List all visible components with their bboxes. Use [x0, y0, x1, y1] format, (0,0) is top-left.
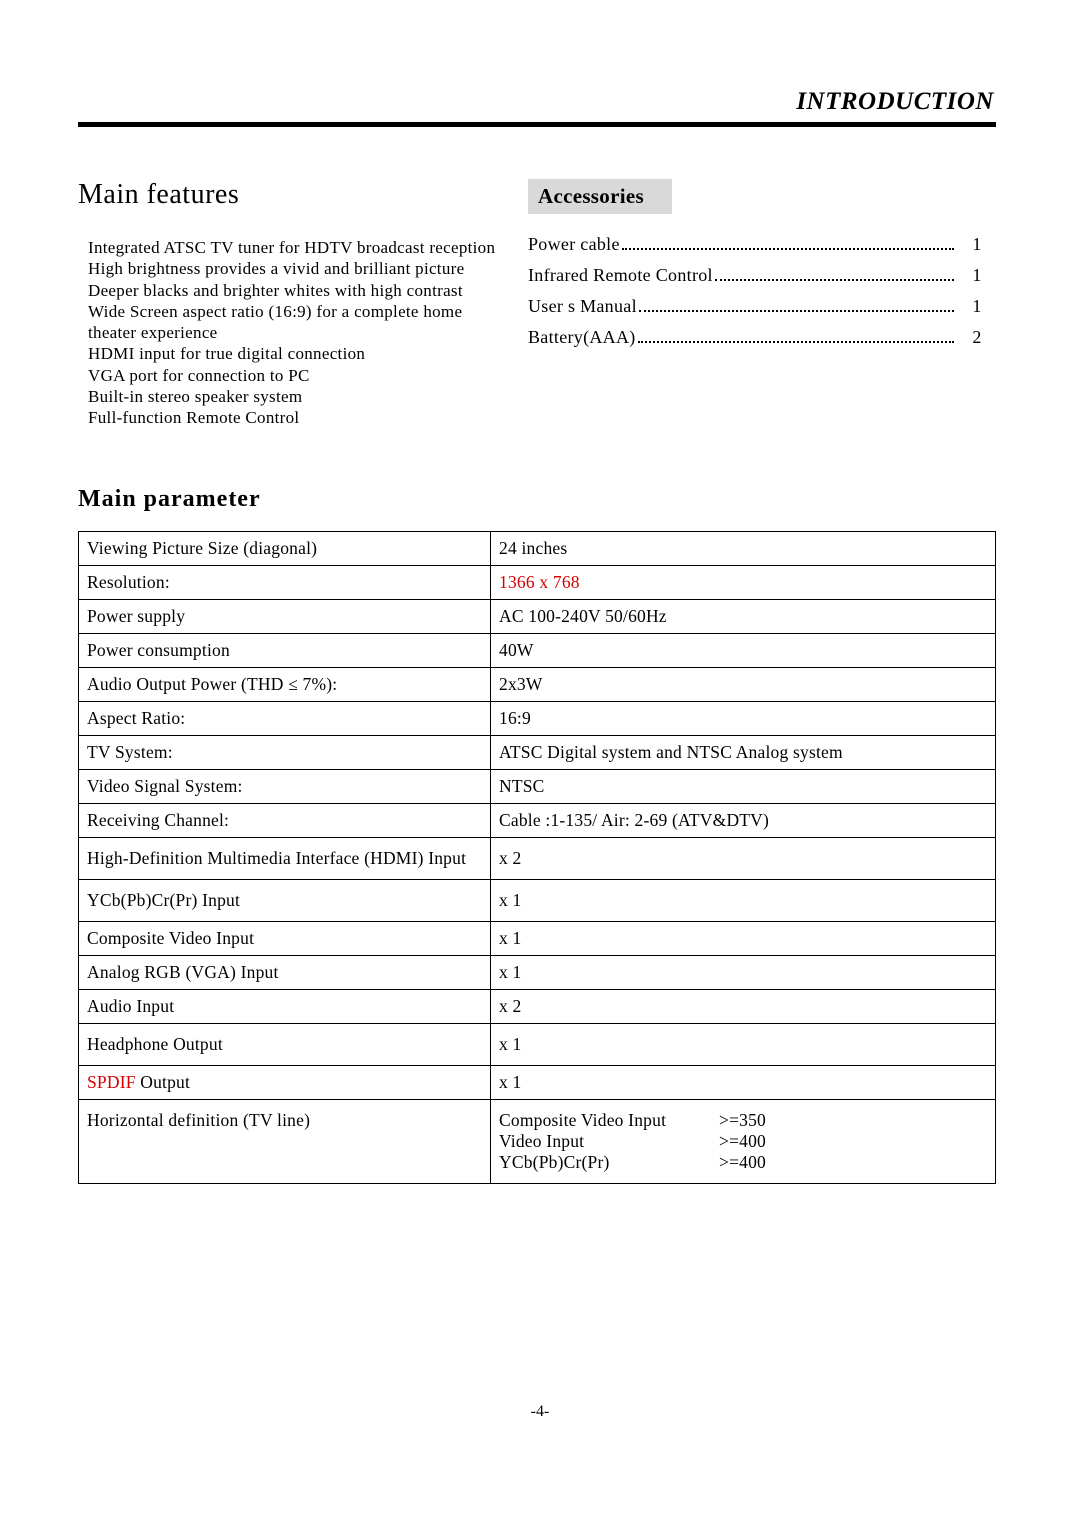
accessory-row: Infrared Remote Control 1: [528, 265, 996, 286]
param-value: AC 100-240V 50/60Hz: [491, 600, 996, 634]
table-row: Power consumption40W: [79, 634, 996, 668]
param-label: Composite Video Input: [79, 922, 491, 956]
param-value: x 1: [491, 1066, 996, 1100]
main-parameter-table: Viewing Picture Size (diagonal)24 inches…: [78, 531, 996, 1184]
feature-item: Wide Screen aspect ratio (16:9) for a co…: [88, 301, 498, 344]
feature-item: High brightness provides a vivid and bri…: [88, 258, 498, 279]
accessory-label: Battery(AAA): [528, 327, 636, 348]
param-label: Receiving Channel:: [79, 804, 491, 838]
table-row: Receiving Channel:Cable :1-135/ Air: 2-6…: [79, 804, 996, 838]
param-value: 1366 x 768: [491, 566, 996, 600]
feature-item: Full-function Remote Control: [88, 407, 498, 428]
main-features-list: Integrated ATSC TV tuner for HDTV broadc…: [78, 237, 498, 428]
param-label: Aspect Ratio:: [79, 702, 491, 736]
accessory-label: User s Manual: [528, 296, 637, 317]
param-label: YCb(Pb)Cr(Pr) Input: [79, 880, 491, 922]
accessories-heading: Accessories: [528, 179, 672, 214]
accessory-label: Power cable: [528, 234, 620, 255]
main-features-heading: Main features: [78, 179, 498, 211]
table-row: Headphone Outputx 1: [79, 1024, 996, 1066]
accessory-row: User s Manual 1: [528, 296, 996, 317]
table-row: Power supplyAC 100-240V 50/60Hz: [79, 600, 996, 634]
table-row: Analog RGB (VGA) Inputx 1: [79, 956, 996, 990]
table-row: Video Signal System:NTSC: [79, 770, 996, 804]
param-value: x 1: [491, 880, 996, 922]
param-value: 2x3W: [491, 668, 996, 702]
header-rule: [78, 122, 996, 127]
accessory-qty: 1: [958, 296, 996, 317]
param-label: Resolution:: [79, 566, 491, 600]
param-value: 16:9: [491, 702, 996, 736]
page-header-title: INTRODUCTION: [78, 88, 996, 122]
accessory-dots: [638, 341, 954, 343]
accessory-dots: [639, 310, 954, 312]
table-row: High-Definition Multimedia Interface (HD…: [79, 838, 996, 880]
table-row: Resolution:1366 x 768: [79, 566, 996, 600]
feature-item: VGA port for connection to PC: [88, 365, 498, 386]
table-row: Horizontal definition (TV line)Composite…: [79, 1100, 996, 1184]
accessory-dots: [715, 279, 954, 281]
accessory-row: Power cable 1: [528, 234, 996, 255]
param-value: x 2: [491, 990, 996, 1024]
param-value: x 1: [491, 956, 996, 990]
feature-item: Integrated ATSC TV tuner for HDTV broadc…: [88, 237, 498, 258]
param-label: Horizontal definition (TV line): [79, 1100, 491, 1184]
table-row: YCb(Pb)Cr(Pr) Inputx 1: [79, 880, 996, 922]
param-label: High-Definition Multimedia Interface (HD…: [79, 838, 491, 880]
feature-item: Built-in stereo speaker system: [88, 386, 498, 407]
param-value: x 1: [491, 1024, 996, 1066]
page-number: -4-: [0, 1403, 1080, 1421]
param-label: Power consumption: [79, 634, 491, 668]
table-row: TV System:ATSC Digital system and NTSC A…: [79, 736, 996, 770]
param-label: Video Signal System:: [79, 770, 491, 804]
param-label: Analog RGB (VGA) Input: [79, 956, 491, 990]
param-value: NTSC: [491, 770, 996, 804]
accessory-qty: 1: [958, 265, 996, 286]
param-label: SPDIF Output: [79, 1066, 491, 1100]
param-value: Composite Video Input>=350Video Input>=4…: [491, 1100, 996, 1184]
table-row: Audio Output Power (THD ≤ 7%):2x3W: [79, 668, 996, 702]
accessories-list: Power cable1Infrared Remote Control1User…: [528, 234, 996, 348]
param-value: ATSC Digital system and NTSC Analog syst…: [491, 736, 996, 770]
main-parameter-heading: Main parameter: [78, 486, 996, 513]
param-label: Audio Output Power (THD ≤ 7%):: [79, 668, 491, 702]
accessory-row: Battery(AAA) 2: [528, 327, 996, 348]
param-value: x 2: [491, 838, 996, 880]
param-label: Audio Input: [79, 990, 491, 1024]
param-label: TV System:: [79, 736, 491, 770]
accessory-qty: 1: [958, 234, 996, 255]
param-value: Cable :1-135/ Air: 2-69 (ATV&DTV): [491, 804, 996, 838]
param-label: Headphone Output: [79, 1024, 491, 1066]
accessory-dots: [622, 248, 954, 250]
param-value: 24 inches: [491, 532, 996, 566]
table-row: SPDIF Outputx 1: [79, 1066, 996, 1100]
accessories-column: Accessories Power cable1Infrared Remote …: [528, 179, 996, 428]
main-features-column: Main features Integrated ATSC TV tuner f…: [78, 179, 498, 428]
table-row: Viewing Picture Size (diagonal)24 inches: [79, 532, 996, 566]
param-label: Viewing Picture Size (diagonal): [79, 532, 491, 566]
table-row: Audio Inputx 2: [79, 990, 996, 1024]
two-column-layout: Main features Integrated ATSC TV tuner f…: [78, 179, 996, 428]
param-label: Power supply: [79, 600, 491, 634]
param-value: 40W: [491, 634, 996, 668]
table-row: Aspect Ratio:16:9: [79, 702, 996, 736]
table-row: Composite Video Inputx 1: [79, 922, 996, 956]
accessory-label: Infrared Remote Control: [528, 265, 713, 286]
accessory-qty: 2: [958, 327, 996, 348]
param-value: x 1: [491, 922, 996, 956]
feature-item: HDMI input for true digital connection: [88, 343, 498, 364]
feature-item: Deeper blacks and brighter whites with h…: [88, 280, 498, 301]
